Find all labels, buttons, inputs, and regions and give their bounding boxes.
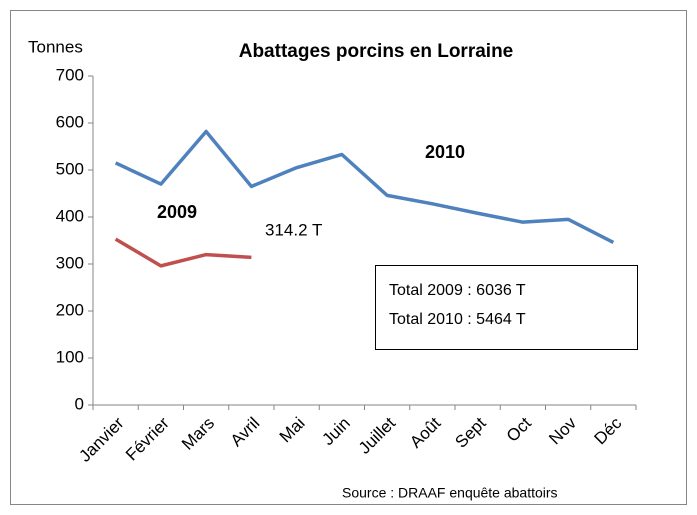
totals-box (375, 265, 638, 350)
annotation: Total 2010 : 5464 T (389, 311, 526, 328)
series-line (114, 237, 252, 268)
y-tick-label: 100 (56, 347, 84, 366)
source: Source : DRAAF enquête abattoirs (342, 485, 558, 501)
y-tick-label: 300 (56, 253, 84, 272)
annotation: Total 2009 : 6036 T (389, 282, 526, 299)
chart-title: Abattages porcins en Lorraine (239, 41, 514, 62)
y-axis-label: Tonnes (28, 37, 83, 56)
annotation: 314.2 T (265, 220, 322, 239)
y-tick-label: 400 (56, 206, 84, 225)
y-tick-label: 700 (56, 65, 84, 84)
series-label: 2010 (425, 142, 465, 162)
y-tick-label: 200 (56, 300, 84, 319)
y-tick-label: 600 (56, 112, 84, 131)
series-label: 2009 (157, 202, 197, 222)
y-tick-label: 500 (56, 159, 84, 178)
series-line (114, 129, 615, 244)
chart-frame (10, 10, 687, 505)
y-tick-label: 0 (75, 394, 84, 413)
